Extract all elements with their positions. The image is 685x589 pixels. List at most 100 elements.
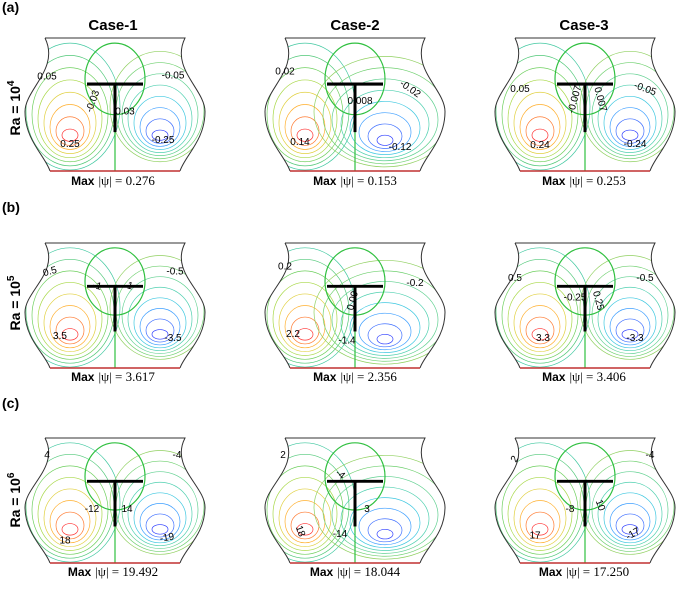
column-header: Case-2: [330, 17, 379, 34]
contour-panel: [24, 242, 206, 369]
contour-line: [609, 107, 651, 147]
contour-line: [31, 465, 109, 555]
cavity-wall: [24, 437, 206, 564]
contour-line: [322, 67, 445, 165]
contour-line: [313, 56, 445, 168]
contour-line: [615, 318, 645, 343]
contour-line: [133, 492, 187, 544]
max-value: |ψ| = 18.044: [337, 564, 400, 579]
contour-label: -8: [566, 504, 575, 515]
contour-line: [621, 329, 639, 340]
contour-line: [525, 116, 555, 146]
contour-label: 0.14: [290, 137, 310, 148]
contour-line: [151, 129, 169, 141]
contour-label: 0.008: [347, 96, 372, 107]
contour-label: 2.2: [286, 329, 300, 340]
contour-line: [313, 454, 445, 560]
contour-line: [265, 454, 350, 559]
contour-label: -0.25: [564, 292, 587, 303]
contour-line: [597, 286, 663, 352]
contour-label: -0.2: [406, 278, 424, 289]
contour-line: [296, 523, 314, 536]
ra-exponent: 6: [6, 472, 17, 478]
contour-line: [55, 316, 85, 345]
contour-label: -0.02: [397, 78, 422, 100]
contour-line: [603, 95, 657, 150]
cavity-wall: [24, 37, 206, 172]
contour-line: [358, 507, 412, 546]
contour-line: [513, 91, 567, 154]
ra-label: Ra = 104: [6, 80, 23, 135]
contour-line: [501, 270, 579, 360]
max-psi: Max |ψ| = 0.253: [542, 173, 626, 188]
contour-label: 2: [280, 450, 286, 461]
contour-line: [501, 67, 579, 163]
contour-label: -0.5: [636, 273, 654, 284]
panel-tag: (b): [2, 199, 20, 215]
contour-line: [519, 104, 561, 150]
cavity-wall: [494, 242, 676, 369]
contour-line: [507, 79, 573, 159]
max-value: |ψ| = 3.406: [569, 369, 626, 384]
max-label: Max: [313, 174, 337, 188]
contour-label: -0.25: [152, 135, 175, 146]
contour-line: [272, 79, 338, 159]
contour-line: [272, 282, 338, 356]
max-value: |ψ| = 0.253: [569, 173, 625, 188]
contour-line: [109, 50, 205, 163]
cavity-wall: [264, 437, 446, 564]
contour-panel: [24, 37, 206, 172]
contour-line: [278, 488, 332, 547]
contour-line: [376, 334, 394, 345]
contour-line: [109, 450, 205, 555]
contour-label: 4: [44, 450, 50, 461]
contour-line: [531, 328, 549, 341]
contour-panel: [264, 37, 446, 172]
contour-line: [603, 492, 657, 544]
contour-line: [495, 247, 591, 368]
contour-line: [358, 112, 412, 152]
contour-label: -3.3: [626, 333, 644, 344]
contours: [265, 247, 445, 369]
contour-line: [25, 42, 121, 171]
contour-line: [501, 465, 579, 555]
contour-line: [127, 84, 193, 153]
contour-line: [367, 518, 403, 543]
contour-line: [358, 312, 412, 351]
contour-panel: [494, 37, 676, 172]
contour-line: [37, 282, 103, 356]
cavity-wall: [264, 242, 446, 369]
contour-label: 3.3: [536, 333, 550, 344]
contour-line: [127, 286, 193, 352]
max-label: Max: [542, 370, 566, 384]
contour-line: [609, 503, 651, 541]
contour-line: [525, 316, 555, 345]
contour-label: 0.5: [508, 273, 522, 284]
contour-line: [265, 247, 356, 368]
contour-line: [121, 276, 199, 354]
contour-line: [322, 270, 445, 362]
max-value: |ψ| = 19.492: [95, 564, 158, 579]
contour-line: [49, 305, 91, 349]
max-psi: Max |ψ| = 2.356: [313, 369, 397, 384]
column-header: Case-1: [88, 17, 137, 34]
max-value: |ψ| = 3.617: [98, 369, 155, 384]
cavity-wall: [494, 437, 676, 564]
contour-line: [621, 524, 639, 535]
contour-line: [597, 84, 663, 153]
contour-label: 0.24: [530, 140, 550, 151]
contour-line: [109, 255, 205, 360]
max-value: |ψ| = 2.356: [340, 369, 397, 384]
contour-line: [367, 323, 403, 348]
contour-line: [49, 500, 91, 544]
contour-line: [284, 305, 326, 349]
contour-line: [265, 442, 356, 563]
contour-line: [133, 95, 187, 150]
contour-line: [265, 259, 350, 364]
panel-tag: (a): [2, 0, 19, 15]
contour-line: [145, 513, 175, 538]
contour-label: 3: [364, 504, 370, 515]
contour-label: 0.25: [60, 139, 80, 150]
contour-label: 0.05: [37, 72, 57, 83]
